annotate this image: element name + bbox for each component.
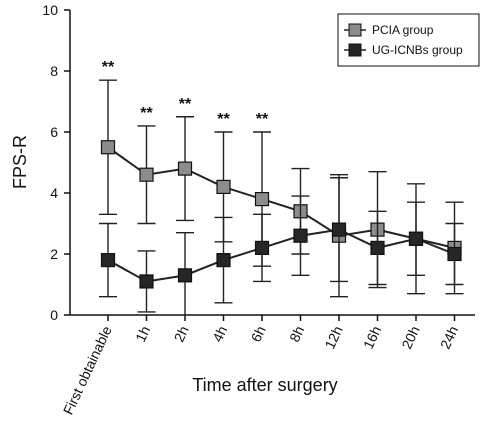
significance-marker: ** (102, 59, 115, 76)
legend-item-1: PCIA group (344, 23, 434, 37)
x-tick-label: 12h (321, 324, 345, 352)
data-point (139, 167, 154, 182)
data-point (293, 228, 308, 243)
y-tick-label: 6 (50, 124, 58, 140)
series-line (107, 228, 455, 283)
x-tick-label: 8h (286, 324, 307, 345)
significance-marker: ** (256, 111, 269, 128)
x-tick-label: 4h (209, 324, 230, 345)
x-ticks: First obtainable 1h 2h 4h 6h 8h 12h 16h 20h 24h (60, 315, 461, 417)
data-point (254, 192, 270, 207)
y-axis-title: FPS-R (10, 135, 30, 189)
y-ticks: 0 2 4 6 8 10 (42, 2, 70, 323)
legend-marker (348, 43, 362, 57)
data-point (177, 161, 193, 176)
data-point (100, 253, 116, 268)
y-tick-label: 0 (50, 307, 58, 323)
data-point (177, 268, 193, 283)
y-tick-label: 10 (42, 2, 58, 18)
y-tick-label: 8 (50, 63, 58, 79)
significance-marker: ** (217, 111, 230, 128)
x-tick-label: First obtainable (60, 323, 115, 417)
x-axis-title: Time after surgery (192, 375, 337, 395)
x-tick-label: 2h (171, 324, 192, 345)
data-point (370, 240, 385, 255)
x-tick-label: 16h (360, 324, 384, 352)
legend-label: PCIA group (372, 23, 434, 37)
significance-markers: ** ** ** ** ** (102, 59, 269, 128)
data-point (254, 240, 270, 255)
series-1 (99, 79, 464, 298)
y-tick-label: 4 (50, 185, 58, 201)
legend-item-2: UG-ICNBs group (344, 43, 463, 57)
legend-marker (348, 23, 362, 37)
legend-box (337, 13, 480, 67)
legend-label: UG-ICNBs group (372, 43, 463, 57)
data-point (216, 253, 231, 268)
data-point (408, 231, 424, 246)
y-tick-label: 2 (50, 246, 58, 262)
series-2 (99, 177, 464, 315)
x-tick-label: 24h (437, 324, 461, 352)
x-tick-label: 6h (248, 324, 269, 345)
data-point (447, 246, 462, 262)
data-point (216, 179, 231, 194)
data-point (100, 140, 116, 155)
series (99, 79, 464, 315)
x-tick-label: 1h (132, 324, 153, 345)
data-point (139, 274, 154, 289)
significance-marker: ** (179, 96, 192, 113)
x-tick-label: 20h (398, 324, 422, 352)
significance-marker: ** (140, 105, 153, 122)
series-line (107, 146, 455, 249)
data-point (331, 222, 347, 237)
axes (69, 10, 475, 316)
legend: PCIA group UG-ICNBs group (337, 13, 480, 67)
